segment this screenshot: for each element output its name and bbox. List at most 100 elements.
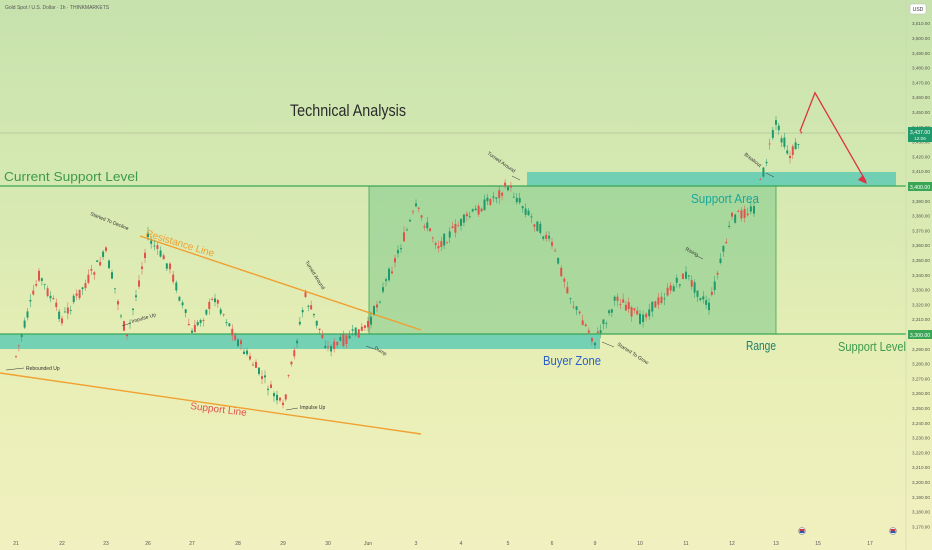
candle-body xyxy=(791,146,794,156)
y-axis-ticks: 3,170.00 3,180.00 3,190.00 3,200.00 3,210.00… xyxy=(912,21,930,529)
projection-arrowhead xyxy=(858,175,867,184)
candle-body xyxy=(486,197,489,202)
candle-body xyxy=(605,323,608,324)
candle-body xyxy=(228,323,231,327)
projection-arrow xyxy=(799,91,867,184)
candle-body xyxy=(762,167,765,177)
candle-body xyxy=(429,228,432,232)
candle-body xyxy=(462,214,465,223)
candle-body xyxy=(719,258,722,263)
candle-body xyxy=(566,287,569,294)
event-flag-2[interactable] xyxy=(889,527,897,535)
candle-body xyxy=(382,287,384,292)
support-level-label: Support Level xyxy=(838,339,906,354)
candle-body xyxy=(602,319,605,324)
candle-body xyxy=(572,306,575,308)
candle-body xyxy=(636,310,639,315)
candle-body xyxy=(542,236,545,239)
price-tag-last-text: 3,437.00 xyxy=(910,130,930,136)
candle-body xyxy=(569,298,572,299)
candle-body xyxy=(293,350,296,357)
event-flag-1[interactable] xyxy=(798,527,806,535)
candle-body xyxy=(420,215,423,218)
candle-body xyxy=(465,213,468,217)
candle-body xyxy=(536,221,539,232)
candle-body xyxy=(20,334,23,337)
note-dump: Dump xyxy=(365,346,388,358)
candle-body xyxy=(240,340,242,345)
candle-body xyxy=(111,272,113,279)
candle-body xyxy=(530,216,533,218)
price-tag-last: 3,437.00 12:06 xyxy=(908,127,932,142)
candle-body xyxy=(599,330,602,334)
candle-body xyxy=(187,323,190,326)
candle-body xyxy=(15,356,17,357)
candle-body xyxy=(639,313,641,324)
candle-body xyxy=(150,240,153,244)
note-impulse-up-2: Impulse Up xyxy=(285,405,326,411)
x-tick-label: Jun xyxy=(364,541,372,547)
candle-body xyxy=(775,120,777,125)
candle-body xyxy=(52,298,55,300)
candle-body xyxy=(619,303,622,305)
y-tick-label: 3,310.00 xyxy=(912,317,930,322)
candle-body xyxy=(102,251,105,257)
x-tick-label: 10 xyxy=(637,541,643,547)
candle-body xyxy=(554,250,557,252)
candle-body xyxy=(415,203,417,207)
candle-body xyxy=(630,307,633,317)
candle-body xyxy=(489,199,492,205)
candle-body xyxy=(376,304,378,308)
candle-body xyxy=(406,229,408,231)
candle-body xyxy=(324,345,327,348)
y-tick-label: 3,450.00 xyxy=(912,110,930,115)
candle-body xyxy=(379,301,381,303)
candle-body xyxy=(153,245,156,247)
candle-body xyxy=(533,224,536,227)
candle-body xyxy=(63,311,66,313)
candle-body xyxy=(214,298,216,303)
candle-body xyxy=(672,286,675,292)
y-tick-label: 3,370.00 xyxy=(912,228,930,233)
x-tick-label: 3 xyxy=(415,541,418,547)
candle-body xyxy=(495,197,498,199)
y-tick-label: 3,380.00 xyxy=(912,214,930,219)
candle-body xyxy=(654,301,657,308)
candle-body xyxy=(75,293,78,296)
candle-body xyxy=(740,210,743,219)
candle-body xyxy=(633,308,636,311)
candle-body xyxy=(147,232,149,238)
candle-body xyxy=(373,305,375,315)
candle-body xyxy=(771,129,774,138)
candle-body xyxy=(252,364,254,366)
candle-body xyxy=(165,263,168,269)
candle-body xyxy=(246,350,248,355)
candle-body xyxy=(114,288,116,290)
candle-body xyxy=(342,334,345,347)
candle-body xyxy=(296,340,299,344)
candle-body xyxy=(336,341,339,346)
candle-body xyxy=(451,226,454,228)
candle-body xyxy=(759,179,762,180)
candle-body xyxy=(273,393,275,397)
candle-body xyxy=(474,208,477,211)
candle-body xyxy=(610,309,613,313)
candle-body xyxy=(746,213,749,216)
currency-box[interactable]: USD xyxy=(909,3,927,15)
candle-body xyxy=(312,313,315,316)
candle-body xyxy=(345,335,348,344)
y-tick-label: 3,410.00 xyxy=(912,169,930,174)
candle-body xyxy=(46,288,49,297)
candle-body xyxy=(267,388,269,390)
candle-body xyxy=(507,186,509,191)
candle-body xyxy=(315,320,318,326)
y-tick-label: 3,240.00 xyxy=(912,421,930,426)
note-rising-text: Rising xyxy=(684,246,699,258)
y-tick-label: 3,320.00 xyxy=(912,302,930,307)
candle-body xyxy=(518,197,521,203)
candle-body xyxy=(783,137,786,147)
candle-body xyxy=(734,214,737,223)
candle-body xyxy=(725,241,728,244)
candle-body xyxy=(440,241,443,247)
buyer-zone-label: Buyer Zone xyxy=(543,353,601,368)
